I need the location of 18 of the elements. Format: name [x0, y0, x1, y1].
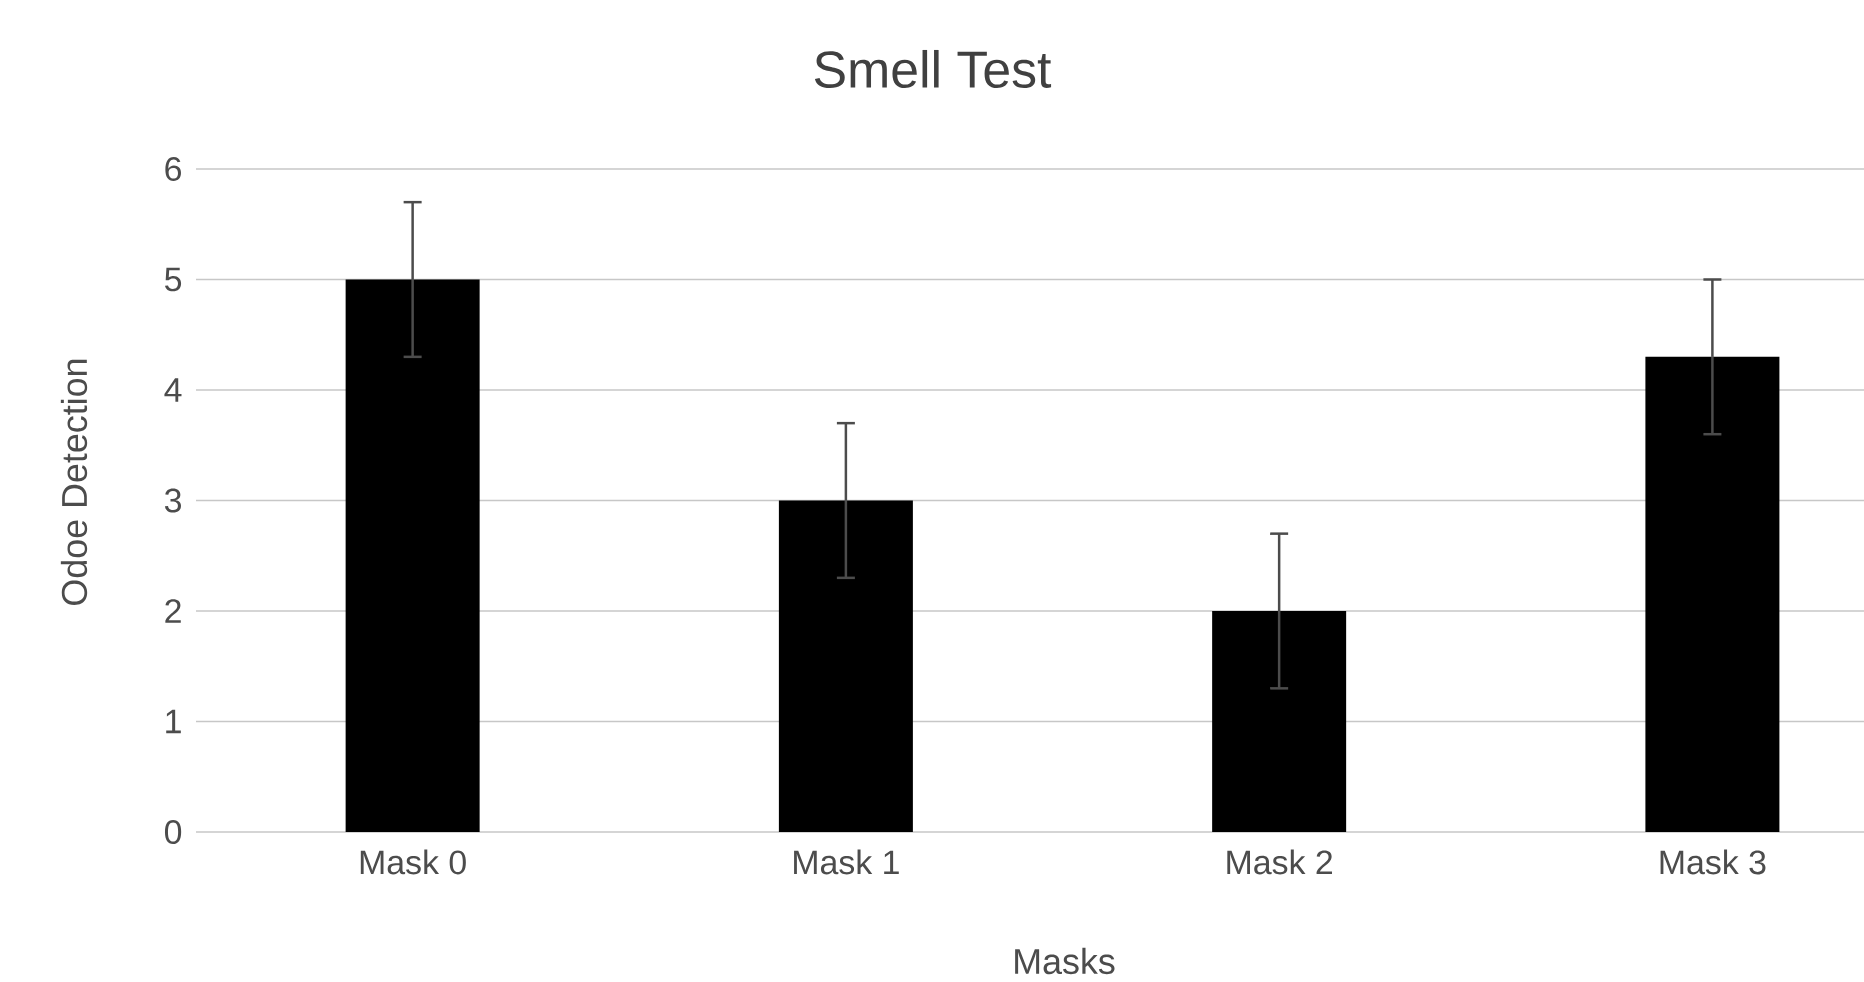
- y-tick-label: 2: [165, 599, 181, 623]
- bar: [1212, 611, 1347, 832]
- bar: [1645, 356, 1780, 832]
- bar: [778, 500, 913, 832]
- x-tick-label: Mask 0: [360, 849, 466, 875]
- y-tick-label: 4: [164, 378, 182, 402]
- x-tick-label: Mask 2: [1227, 849, 1332, 875]
- x-tick-label: Mask 1: [794, 849, 899, 875]
- y-tick-label: 5: [165, 267, 182, 292]
- y-tick-label: 0: [164, 820, 182, 844]
- chart-title: Smell Test: [814, 49, 1052, 88]
- y-tick-label: 3: [164, 488, 181, 513]
- x-tick-label: Mask 3: [1660, 849, 1766, 875]
- y-tick-label: 6: [165, 157, 181, 181]
- y-tick-label: 1: [166, 709, 181, 734]
- bar: [345, 279, 480, 832]
- y-axis-title: Odoe Detection: [60, 359, 88, 605]
- x-axis-title: Masks: [1015, 947, 1115, 975]
